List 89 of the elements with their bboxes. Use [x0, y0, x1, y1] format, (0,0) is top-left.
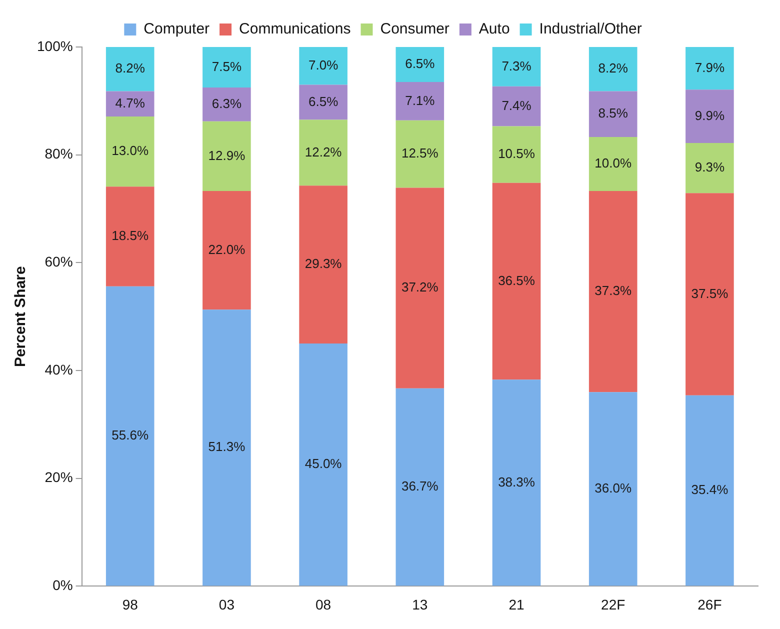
bar [202, 190, 251, 310]
bar [106, 91, 154, 117]
data-label: 29.3% [304, 256, 342, 272]
data-label: 6.3% [212, 96, 242, 112]
bar [686, 142, 734, 194]
data-label: 7.9% [694, 60, 725, 75]
bar [588, 190, 638, 392]
data-label: 7.5% [212, 58, 242, 74]
bar [686, 90, 734, 143]
data-label: 8.2% [598, 60, 628, 76]
bar [202, 87, 251, 122]
data-label: 10.5% [498, 146, 536, 162]
x-tick-label: 22F [601, 596, 626, 612]
data-label: 55.6% [112, 428, 149, 443]
data-label: 36.7% [401, 478, 439, 494]
bar [492, 182, 541, 380]
bar [299, 47, 348, 85]
y-tick-label: 20% [44, 469, 73, 486]
y-tick-label: 40% [44, 361, 73, 378]
data-label: 18.5% [112, 228, 149, 244]
legend-label: Auto [478, 20, 510, 38]
y-tick-label: 0% [52, 577, 73, 594]
x-tick-label: 21 [508, 596, 524, 612]
y-tick-label: 100% [36, 38, 73, 54]
data-label: 37.5% [691, 286, 729, 301]
bar [492, 126, 541, 183]
bar [492, 47, 541, 86]
bar [106, 186, 154, 286]
data-label: 7.3% [502, 58, 532, 74]
legend-label: Computer [144, 20, 210, 38]
bar [202, 47, 251, 88]
bar [396, 188, 444, 388]
bar [106, 116, 154, 187]
bar [396, 82, 444, 120]
data-label: 35.4% [691, 482, 729, 498]
bar [588, 137, 638, 191]
bar [588, 47, 638, 92]
bar [686, 395, 734, 586]
bar [686, 47, 734, 90]
data-label: 12.2% [304, 144, 342, 160]
bar [588, 91, 638, 138]
data-label: 13.0% [112, 143, 149, 158]
data-label: 8.5% [598, 106, 628, 121]
y-tick-label: 60% [44, 254, 73, 270]
x-tick-label: 08 [316, 596, 332, 612]
data-label: 4.7% [115, 95, 146, 110]
bar [492, 86, 541, 126]
bar [588, 392, 638, 586]
bar [299, 186, 348, 344]
x-tick-label: 98 [122, 596, 138, 612]
data-label: 7.4% [502, 98, 532, 113]
data-label: 10.0% [594, 156, 632, 171]
x-tick-label: 13 [412, 596, 428, 612]
bar [299, 84, 348, 120]
x-tick-label: 03 [218, 596, 235, 612]
bar [396, 47, 444, 82]
data-label: 6.5% [308, 94, 339, 109]
data-label: 8.2% [115, 60, 146, 76]
bar [396, 388, 444, 586]
data-label: 38.3% [498, 474, 536, 490]
y-tick-label: 80% [44, 146, 73, 162]
data-label: 45.0% [304, 456, 342, 472]
data-label: 7.1% [405, 92, 436, 108]
legend-label: Communications [239, 20, 351, 38]
bar [202, 310, 251, 586]
bar [106, 286, 154, 586]
legend-label: Consumer [380, 20, 450, 38]
legend-label: Industrial/Other [539, 20, 642, 38]
x-tick-label: 26F [698, 596, 722, 612]
bar [106, 47, 154, 92]
y-axis-title: Percent Share [12, 266, 30, 368]
bar [396, 120, 444, 188]
data-label: 37.3% [594, 283, 632, 298]
data-label: 36.0% [594, 480, 632, 496]
data-label: 9.9% [694, 108, 725, 123]
data-label: 12.9% [208, 148, 246, 163]
bar [299, 344, 348, 586]
data-label: 36.5% [498, 272, 536, 288]
bar [492, 380, 541, 586]
bar [299, 120, 348, 186]
data-label: 12.5% [401, 146, 439, 161]
data-label: 6.5% [405, 56, 436, 72]
bar [202, 121, 251, 191]
data-label: 9.3% [694, 160, 725, 175]
data-label: 37.2% [401, 280, 439, 295]
bar [686, 193, 734, 396]
data-label: 51.3% [208, 439, 246, 454]
data-label: 7.0% [308, 57, 339, 72]
data-label: 22.0% [208, 242, 246, 257]
